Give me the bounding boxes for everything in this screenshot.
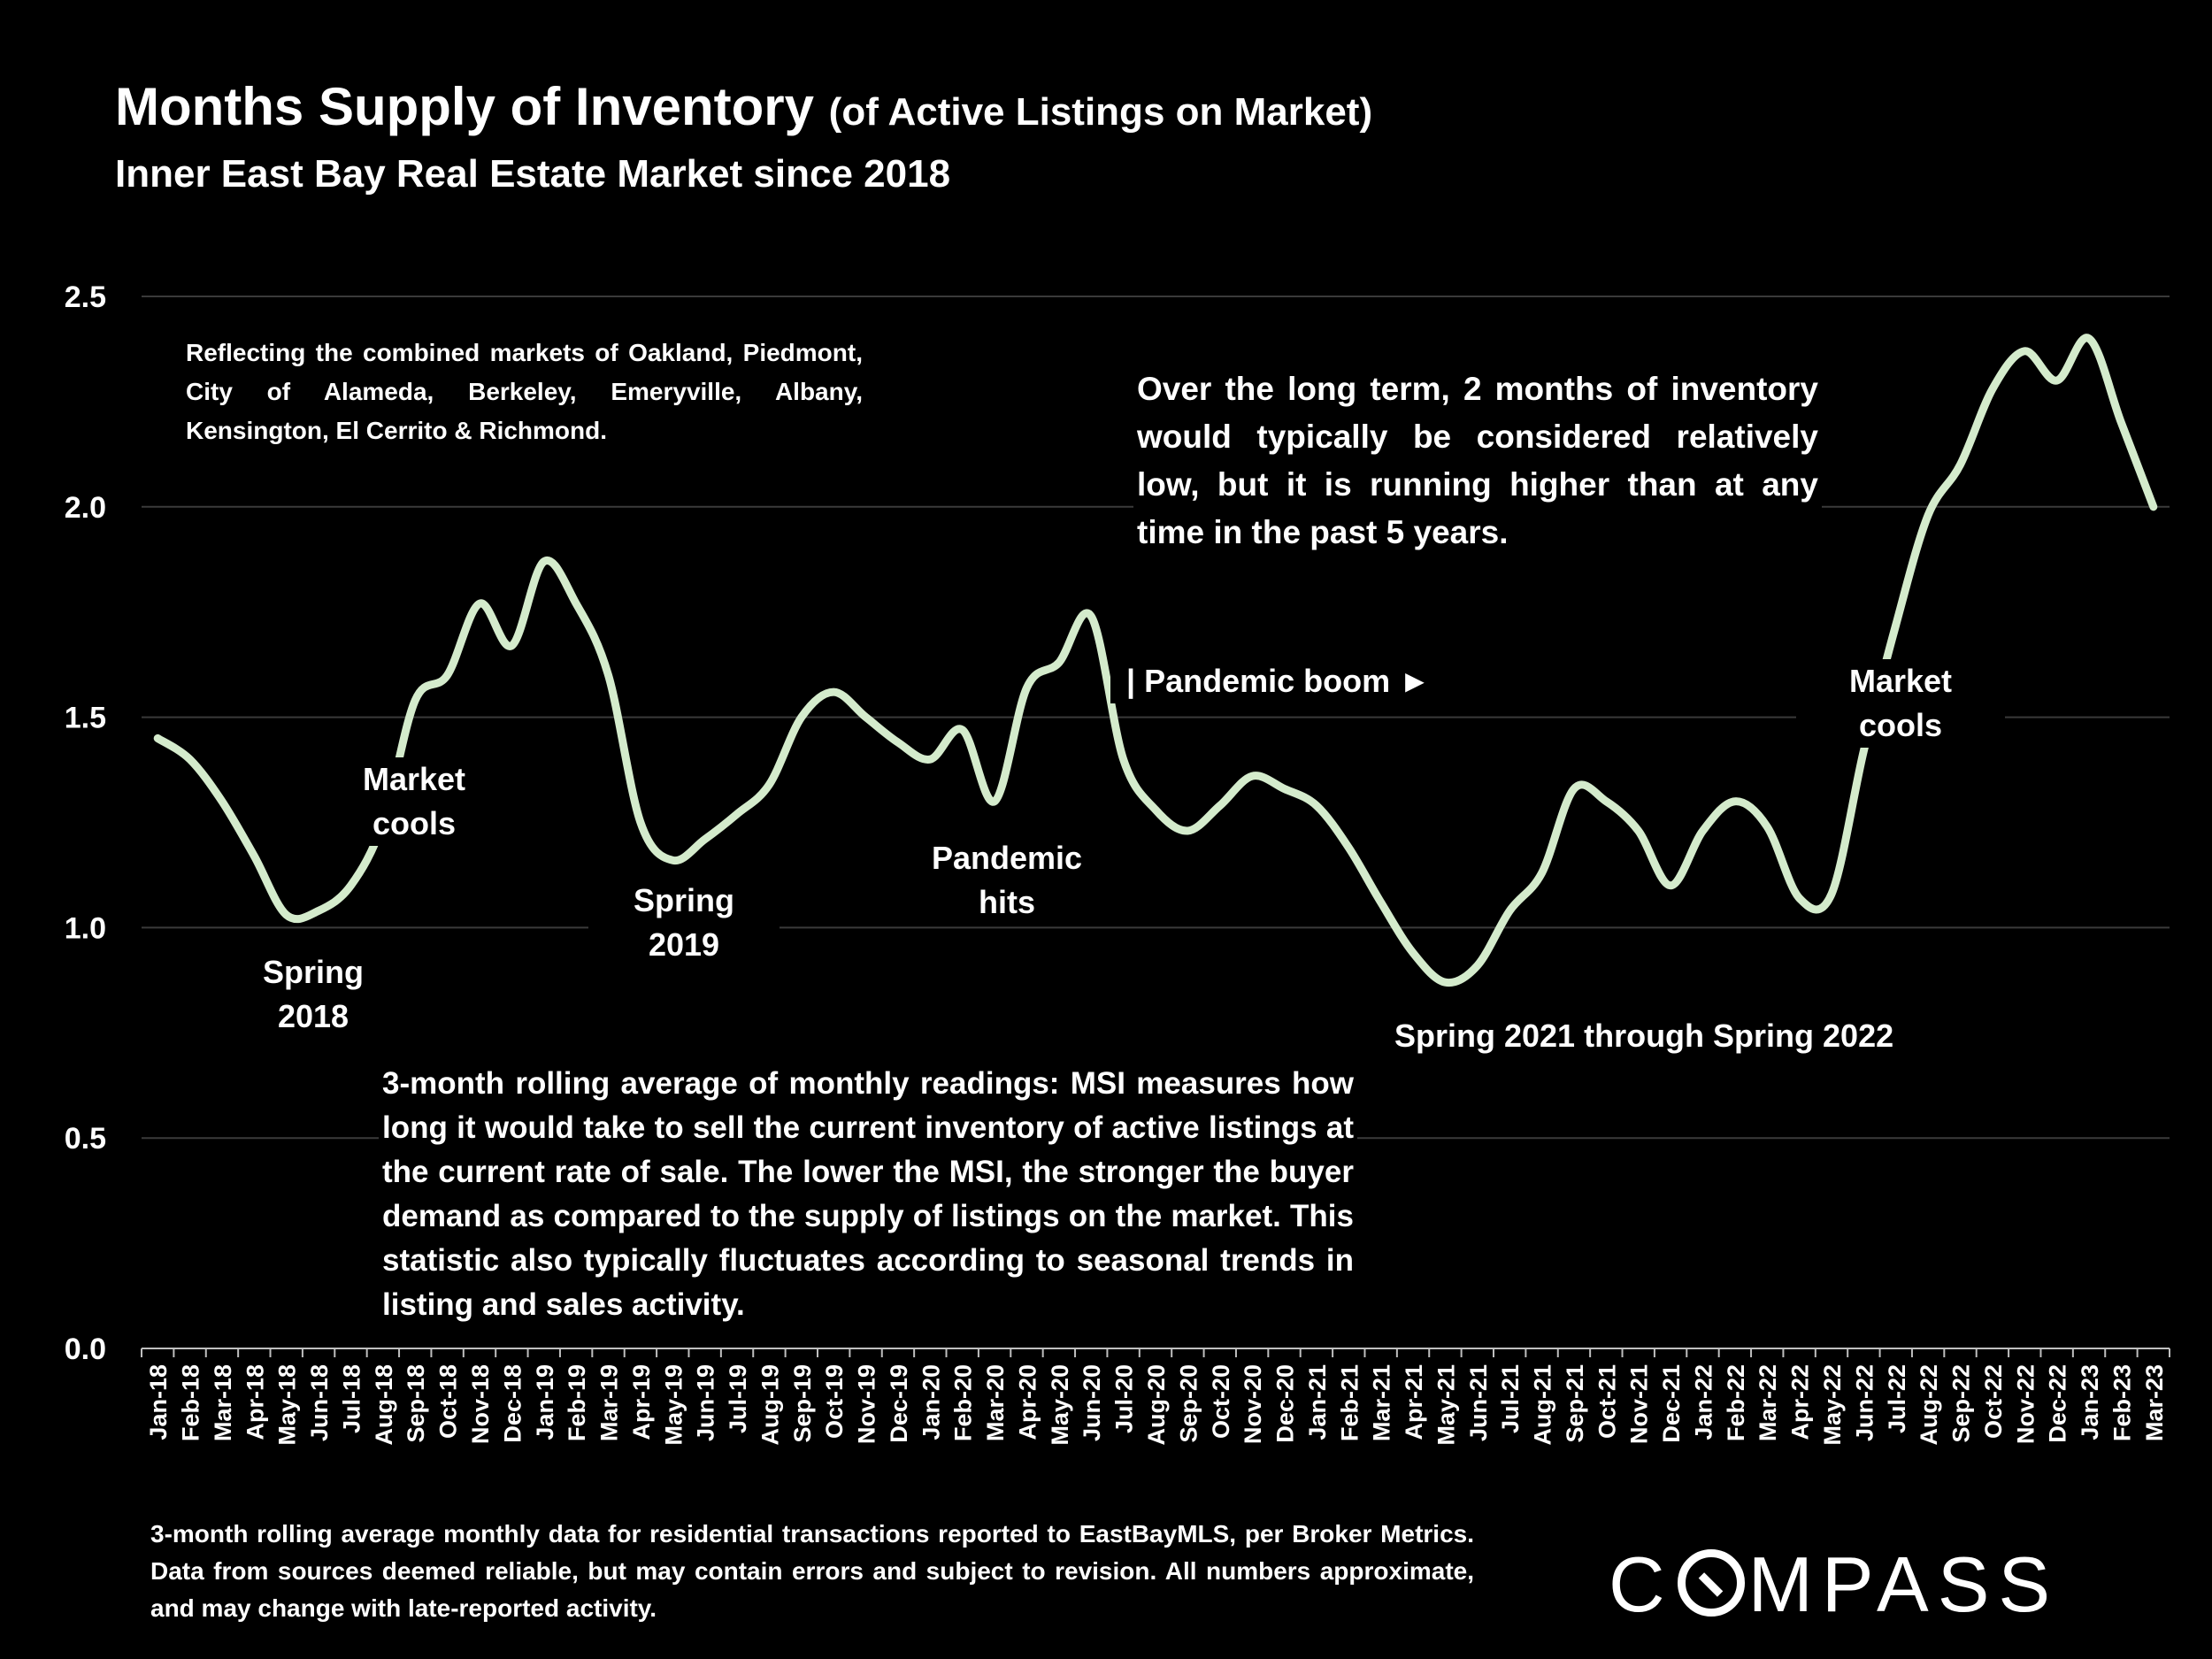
x-tick-label: Mar-23 xyxy=(2141,1364,2168,1441)
label-pandemic-hits: Pandemic hits xyxy=(887,836,1127,925)
x-tick-label: Jul-19 xyxy=(725,1364,751,1433)
x-tick-label: Apr-19 xyxy=(628,1364,655,1440)
x-tick-label: Mar-20 xyxy=(982,1364,1009,1441)
x-tick-label: Apr-18 xyxy=(242,1364,268,1440)
x-tick-label: May-21 xyxy=(1432,1364,1459,1446)
x-tick-label: Dec-19 xyxy=(886,1364,912,1443)
x-tick-label: Jan-19 xyxy=(532,1364,558,1440)
x-tick-label: Oct-22 xyxy=(1980,1364,2007,1439)
label-spring-2019: Spring 2019 xyxy=(588,879,780,967)
x-tick-label: Dec-21 xyxy=(1658,1364,1685,1443)
compass-logo: C MPASS xyxy=(1609,1540,2060,1628)
longterm-note: Over the long term, 2 months of inventor… xyxy=(1133,365,1822,557)
x-tick-label: Jul-21 xyxy=(1497,1364,1524,1433)
compass-logo-o-icon xyxy=(1677,1549,1745,1617)
x-tick-label: Sep-22 xyxy=(1948,1364,1975,1443)
x-tick-label: Apr-21 xyxy=(1401,1364,1427,1440)
x-tick-label: Jan-18 xyxy=(145,1364,172,1440)
x-tick-label: Aug-21 xyxy=(1530,1364,1556,1446)
chart-subtitle: Inner East Bay Real Estate Market since … xyxy=(115,152,951,196)
chart-title-main: Months Supply of Inventory xyxy=(115,77,814,136)
x-tick-label: Jan-21 xyxy=(1304,1364,1331,1440)
x-tick-label: Nov-20 xyxy=(1240,1364,1266,1444)
x-tick-label: Jul-20 xyxy=(1111,1364,1138,1433)
x-tick-label: Jan-20 xyxy=(918,1364,944,1440)
y-tick-label: 1.5 xyxy=(65,702,106,735)
x-tick-label: Dec-20 xyxy=(1272,1364,1299,1443)
x-tick-label: Feb-19 xyxy=(564,1364,590,1441)
x-tick-label: Oct-21 xyxy=(1594,1364,1620,1439)
y-tick-label: 0.5 xyxy=(65,1122,106,1156)
x-tick-label: May-22 xyxy=(1819,1364,1846,1446)
chart-title: Months Supply of Inventory (of Active Li… xyxy=(115,78,1372,136)
label-market-cools-1: Market cools xyxy=(319,757,510,846)
x-tick-label: Jul-22 xyxy=(1884,1364,1910,1433)
x-tick-label: Mar-18 xyxy=(210,1364,236,1441)
x-tick-label: Jun-21 xyxy=(1465,1364,1492,1441)
x-tick-label: Sep-20 xyxy=(1175,1364,1202,1443)
x-tick-label: Jan-23 xyxy=(2077,1364,2103,1440)
x-tick-label: Jun-19 xyxy=(693,1364,719,1441)
msi-note: 3-month rolling average of monthly readi… xyxy=(379,1062,1357,1327)
x-tick-label: Nov-22 xyxy=(2012,1364,2039,1444)
y-tick-label: 2.5 xyxy=(65,280,106,314)
x-tick-label: Jul-18 xyxy=(338,1364,365,1433)
x-tick-label: Dec-22 xyxy=(2045,1364,2071,1443)
x-tick-label: Jan-22 xyxy=(1690,1364,1717,1440)
label-pandemic-boom: | Pandemic boom ► xyxy=(1110,659,1447,703)
x-tick-label: Sep-18 xyxy=(403,1364,429,1443)
x-tick-label: Feb-21 xyxy=(1336,1364,1363,1441)
label-spring-2018: Spring 2018 xyxy=(218,950,409,1039)
y-tick-label: 2.0 xyxy=(65,491,106,525)
x-tick-label: Dec-18 xyxy=(499,1364,526,1443)
y-tick-label: 0.0 xyxy=(65,1333,106,1366)
y-axis-ticks: 0.0 0.5 1.0 1.5 2.0 2.5 xyxy=(65,280,106,1366)
x-tick-label: May-19 xyxy=(660,1364,687,1446)
x-tick-label: Apr-20 xyxy=(1014,1364,1041,1440)
x-tick-label: May-18 xyxy=(274,1364,301,1446)
x-tick-label: Oct-18 xyxy=(435,1364,462,1439)
x-tick-label: Aug-18 xyxy=(371,1364,397,1446)
x-tick-label: Aug-20 xyxy=(1143,1364,1170,1446)
x-tick-label: Jun-18 xyxy=(306,1364,333,1441)
x-tick-label: Jun-22 xyxy=(1851,1364,1878,1441)
x-tick-label: Apr-22 xyxy=(1787,1364,1814,1440)
chart-title-qualifier: (of Active Listings on Market) xyxy=(828,90,1373,134)
x-tick-label: Aug-19 xyxy=(757,1364,783,1446)
x-tick-label: Aug-22 xyxy=(1916,1364,1942,1446)
x-tick-label: Feb-23 xyxy=(2108,1364,2135,1441)
x-tick-label: Nov-19 xyxy=(854,1364,880,1444)
x-tick-label: Nov-21 xyxy=(1626,1364,1653,1444)
x-tick-label: Sep-21 xyxy=(1562,1364,1588,1443)
x-tick-label: Sep-19 xyxy=(789,1364,816,1443)
x-tick-label: Nov-18 xyxy=(467,1364,494,1444)
x-tick-label: Mar-21 xyxy=(1369,1364,1395,1441)
source-footnote: 3-month rolling average monthly data for… xyxy=(150,1520,1474,1622)
x-tick-label: Oct-19 xyxy=(821,1364,848,1439)
x-tick-label: Mar-22 xyxy=(1755,1364,1781,1441)
x-tick-label: Feb-18 xyxy=(178,1364,204,1441)
x-tick-label: Mar-19 xyxy=(596,1364,623,1441)
x-tick-label: Jun-20 xyxy=(1079,1364,1105,1441)
x-tick-label: May-20 xyxy=(1047,1364,1073,1446)
series-line xyxy=(153,334,2158,987)
label-spring-2021-2022: Spring 2021 through Spring 2022 xyxy=(1379,1014,1910,1058)
y-tick-label: 1.0 xyxy=(65,911,106,945)
x-tick-label: Feb-22 xyxy=(1723,1364,1749,1441)
x-axis-ticks: Jan-18 Feb-18 Mar-18 Apr-18 May-18 Jun-18 Jul-… xyxy=(141,1348,2170,1446)
markets-note: Reflecting the combined markets of Oakla… xyxy=(186,339,863,444)
x-tick-label: Feb-20 xyxy=(950,1364,977,1441)
label-market-cools-2: Market cools xyxy=(1796,659,2005,748)
x-tick-label: Oct-20 xyxy=(1208,1364,1234,1439)
